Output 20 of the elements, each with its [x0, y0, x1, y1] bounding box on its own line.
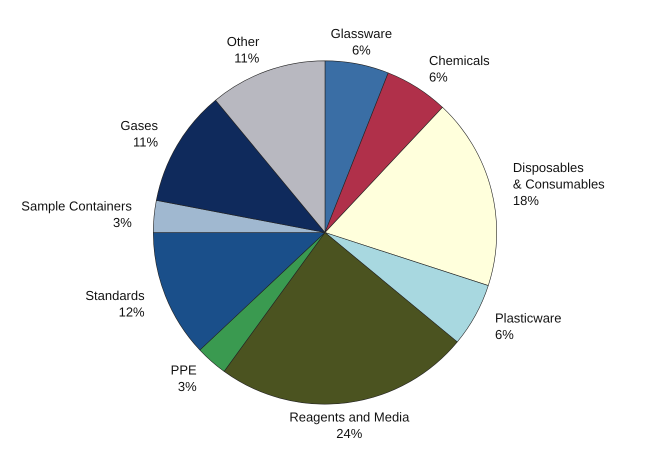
data-label: 11%	[132, 134, 158, 150]
slice-label: PPE	[170, 362, 198, 378]
data-label: 24%	[336, 426, 363, 441]
data-label: 3%	[178, 378, 198, 394]
data-label: 12%	[118, 304, 146, 320]
data-label: 11%	[234, 50, 260, 66]
slice-label: Chemicals	[428, 52, 490, 68]
slice-label: Plasticware	[495, 310, 562, 326]
slice-label: Glassware	[330, 26, 392, 41]
slice-label: Sample Containers	[21, 198, 132, 214]
data-label: 18%	[512, 193, 540, 208]
slice-label: Disposables & Consumables	[512, 160, 606, 192]
slice-label: Other	[226, 34, 260, 50]
slice-label: Standards	[85, 288, 146, 304]
data-label: 6%	[352, 42, 372, 58]
data-label: 3%	[113, 214, 132, 230]
slice-label: Reagents and Media	[289, 409, 410, 424]
data-label: 6%	[495, 326, 514, 342]
data-label: 6%	[428, 69, 448, 84]
slice-label: Gases	[120, 118, 159, 133]
